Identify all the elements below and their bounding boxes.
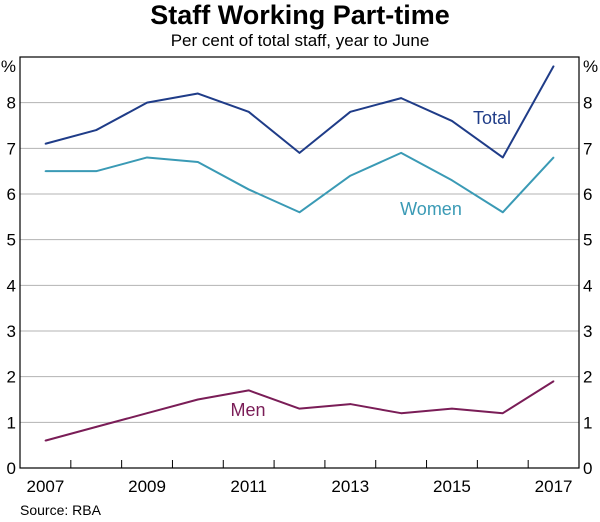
data-point-women	[44, 170, 47, 172]
y-tick-label-left: 6	[7, 185, 16, 204]
y-tick-label-right: 2	[583, 368, 592, 387]
series-label-total: Total	[473, 108, 511, 128]
data-point-total	[349, 111, 352, 113]
y-tick-label-right: 8	[583, 94, 592, 113]
y-unit-left: %	[1, 57, 16, 76]
data-point-total	[501, 156, 504, 159]
gridlines	[20, 102, 579, 423]
series-label-men: Men	[230, 400, 265, 420]
data-point-total	[95, 129, 98, 131]
data-point-women	[552, 156, 555, 159]
data-point-women	[95, 170, 98, 172]
y-tick-label-right: 0	[583, 459, 592, 478]
data-point-total	[451, 120, 453, 122]
y-unit-right: %	[583, 57, 598, 76]
data-point-women	[298, 211, 301, 214]
data-point-women	[247, 188, 250, 191]
data-point-total	[247, 111, 250, 113]
series-line-men	[45, 380, 555, 442]
y-tick-label-left: 0	[7, 459, 16, 478]
x-tick-label: 2015	[433, 477, 471, 496]
series-label-women: Women	[400, 199, 462, 219]
chart-subtitle: Per cent of total staff, year to June	[170, 31, 430, 50]
data-point-women	[349, 174, 352, 177]
data-point-total	[400, 97, 402, 99]
y-tick-label-right: 4	[583, 276, 592, 295]
y-tick-label-right: 5	[583, 231, 592, 250]
chart-title: Staff Working Part-time	[150, 0, 450, 30]
data-point-women	[197, 161, 199, 163]
axis-labels: 0 0 1 1 2 2 3 3 4 4 5 5 6 6 7 7 8 8% % 2007 2009 2011 2013 2015…	[1, 57, 598, 496]
y-tick-label-left: 2	[7, 368, 16, 387]
data-point-women	[146, 156, 148, 159]
data-point-total	[44, 142, 47, 145]
data-point-women	[501, 211, 504, 214]
data-point-total	[298, 152, 301, 154]
axis-ticks	[70, 460, 529, 468]
data-point-total	[197, 92, 199, 95]
data-point-men	[552, 380, 555, 383]
plot-frame	[19, 56, 580, 469]
data-point-men	[247, 389, 250, 392]
x-tick-label: 2017	[535, 477, 573, 496]
data-point-men	[197, 398, 199, 401]
source-note: Source: RBA	[20, 502, 101, 518]
x-tick-label: 2013	[331, 477, 369, 496]
data-point-men	[95, 426, 98, 428]
y-tick-label-left: 1	[7, 413, 16, 432]
data-point-total	[146, 101, 148, 104]
x-tick-label: 2007	[26, 477, 64, 496]
data-point-women	[451, 179, 453, 182]
y-tick-label-right: 7	[583, 139, 592, 158]
y-tick-label-left: 7	[7, 139, 16, 158]
data-point-men	[349, 403, 352, 405]
data-point-men	[146, 412, 148, 415]
data-point-men	[451, 407, 453, 410]
y-tick-label-right: 3	[583, 322, 592, 341]
series-lines	[44, 65, 555, 442]
data-point-men	[400, 412, 402, 415]
x-tick-label: 2011	[230, 477, 267, 496]
y-tick-label-right: 6	[583, 185, 592, 204]
data-point-men	[298, 407, 301, 410]
y-tick-label-left: 8	[7, 94, 16, 113]
y-tick-label-left: 5	[7, 231, 16, 250]
data-point-men	[501, 412, 504, 415]
series-line-women	[45, 151, 555, 214]
data-point-women	[400, 152, 402, 154]
y-tick-label-left: 4	[7, 276, 16, 295]
x-tick-label: 2009	[128, 477, 166, 496]
data-point-men	[44, 439, 47, 442]
y-tick-label-right: 1	[583, 413, 592, 432]
data-point-total	[552, 65, 555, 67]
y-tick-label-left: 3	[7, 322, 16, 341]
